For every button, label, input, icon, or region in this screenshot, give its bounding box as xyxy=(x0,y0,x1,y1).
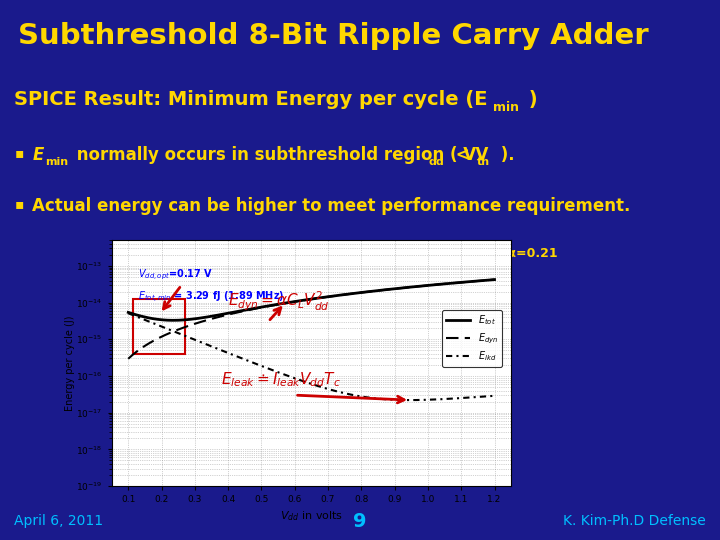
$E_{lkd}$ xyxy=(405,397,414,403)
Text: Subthreshold 8-Bit Ripple Carry Adder: Subthreshold 8-Bit Ripple Carry Adder xyxy=(18,23,649,50)
Text: th: th xyxy=(477,157,490,167)
Text: E: E xyxy=(32,146,44,164)
$E_{dyn}$ xyxy=(456,279,464,286)
Text: min: min xyxy=(45,157,68,167)
$E_{dyn}$ xyxy=(124,355,132,362)
Text: April 6, 2011: April 6, 2011 xyxy=(14,514,104,528)
Line: $E_{tot}$: $E_{tot}$ xyxy=(128,280,495,320)
$E_{lkd}$ xyxy=(457,395,466,401)
$E_{tot}$ xyxy=(342,291,351,298)
Text: 9: 9 xyxy=(354,511,366,531)
Text: $E_{tot,min}$ = 3.29 fJ (1.89 MHz): $E_{tot,min}$ = 3.29 fJ (1.89 MHz) xyxy=(138,289,284,305)
$E_{lkd}$ xyxy=(341,390,349,396)
$E_{dyn}$ xyxy=(125,354,134,361)
$E_{lkd}$ xyxy=(342,390,351,397)
$E_{lkd}$ xyxy=(125,310,134,317)
$E_{tot}$ xyxy=(349,290,358,296)
$E_{tot}$ xyxy=(490,276,499,283)
$E_{tot}$ xyxy=(125,309,134,316)
$E_{tot}$ xyxy=(457,279,466,286)
Text: ): ) xyxy=(522,90,538,109)
$E_{tot}$ xyxy=(434,281,443,288)
Text: $E_{leak} \doteq I_{leak}V_{dd}T_c$: $E_{leak} \doteq I_{leak}V_{dd}T_c$ xyxy=(222,370,341,389)
Bar xyxy=(133,299,185,354)
$E_{tot}$ xyxy=(343,291,352,298)
Text: ▪: ▪ xyxy=(14,198,24,211)
$E_{lkd}$ xyxy=(348,392,357,398)
Text: ▪: ▪ xyxy=(14,146,24,160)
$E_{lkd}$ xyxy=(490,393,499,399)
$E_{dyn}$ xyxy=(490,276,499,283)
$E_{dyn}$ xyxy=(348,291,357,297)
X-axis label: $V_{dd}$ in volts: $V_{dd}$ in volts xyxy=(280,510,343,523)
$E_{dyn}$ xyxy=(341,291,349,298)
Text: K. Kim-Ph.D Defense: K. Kim-Ph.D Defense xyxy=(563,514,706,528)
$E_{tot}$ xyxy=(169,317,178,323)
Text: SPICE Result: Minimum Energy per cycle (E: SPICE Result: Minimum Energy per cycle (… xyxy=(14,90,488,109)
Text: dd: dd xyxy=(428,157,444,167)
Legend: $E_{tot}$, $E_{dyn}$, $E_{lkd}$: $E_{tot}$, $E_{dyn}$, $E_{lkd}$ xyxy=(442,310,503,367)
Text: ).: ). xyxy=(495,146,515,164)
Text: $E_{dyn} = \alpha C_L V_{dd}^2$: $E_{dyn} = \alpha C_L V_{dd}^2$ xyxy=(228,289,330,313)
Text: min: min xyxy=(493,101,519,114)
Text: $V_{dd,opt}$=0.17 V: $V_{dd,opt}$=0.17 V xyxy=(138,267,214,282)
$E_{dyn}$ xyxy=(433,281,441,288)
Text: normally occurs in subthreshold region ( V: normally occurs in subthreshold region (… xyxy=(71,146,476,164)
Text: < V: < V xyxy=(450,146,488,164)
Y-axis label: Energy per cycle (J): Energy per cycle (J) xyxy=(65,315,75,411)
$E_{lkd}$ xyxy=(124,310,132,316)
Text: Actual energy can be higher to meet performance requirement.: Actual energy can be higher to meet perf… xyxy=(32,198,631,215)
$E_{tot}$ xyxy=(124,309,132,315)
$E_{dyn}$ xyxy=(342,291,351,298)
$E_{lkd}$ xyxy=(434,396,443,403)
Line: $E_{dyn}$: $E_{dyn}$ xyxy=(128,280,495,359)
Text: 8-bit Ripple Carry Adder (PTM 90nm CMOS) with α=0.21: 8-bit Ripple Carry Adder (PTM 90nm CMOS)… xyxy=(163,247,557,260)
Line: $E_{lkd}$: $E_{lkd}$ xyxy=(128,313,495,400)
